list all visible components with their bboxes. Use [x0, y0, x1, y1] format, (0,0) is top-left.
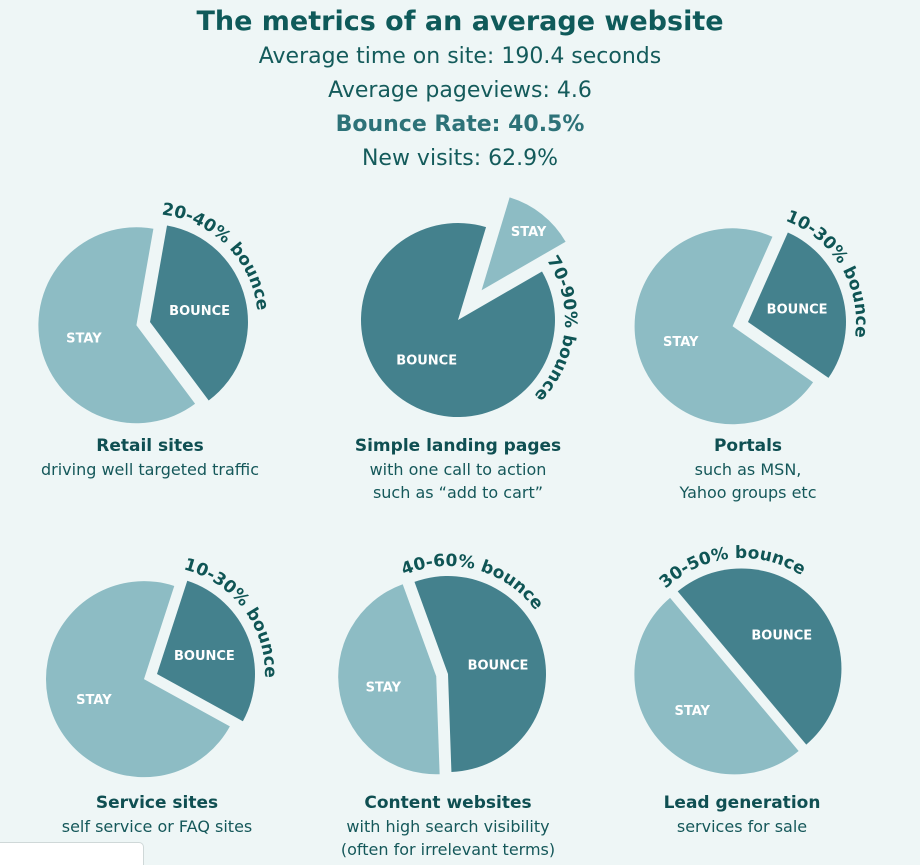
- pie-slice-bounce: [150, 225, 248, 401]
- corner-panel: [0, 842, 144, 865]
- caption-subtitle: driving well targeted traffic: [40, 460, 260, 479]
- slice-label-stay: STAY: [511, 225, 547, 240]
- caption-subtitle: such as “add to cart”: [372, 483, 544, 502]
- caption-subtitle: Yahoo groups etc: [679, 483, 817, 502]
- caption-subtitle: with one call to action: [369, 460, 547, 479]
- caption-subtitle: self service or FAQ sites: [61, 817, 253, 836]
- stat-time-on-site: Average time on site: 190.4 seconds: [258, 44, 662, 69]
- pie-slice-stay: [45, 581, 230, 778]
- slice-label-stay: STAY: [76, 693, 112, 708]
- slice-label-bounce: BOUNCE: [751, 629, 812, 644]
- pie-slice-bounce: [414, 575, 546, 772]
- stat-pageviews: Average pageviews: 4.6: [328, 78, 592, 103]
- slice-label-bounce: BOUNCE: [169, 304, 230, 319]
- caption-title: Retail sites: [96, 436, 204, 456]
- caption-title: Lead generation: [663, 793, 821, 813]
- caption-title: Simple landing pages: [354, 436, 562, 456]
- caption-title: Service sites: [95, 793, 219, 813]
- caption-title: Portals: [713, 436, 783, 456]
- caption-subtitle: services for sale: [676, 817, 808, 836]
- pie-slice-stay: [634, 597, 799, 775]
- slice-label-bounce: BOUNCE: [396, 354, 457, 369]
- slice-label-bounce: BOUNCE: [468, 658, 529, 673]
- chart-caption: Retail sites driving well targeted traffi…: [0, 435, 300, 481]
- slice-label-stay: STAY: [366, 681, 402, 696]
- caption-title: Content websites: [364, 793, 532, 813]
- chart-caption: Service sites self service or FAQ sites: [7, 792, 307, 838]
- caption-subtitle: (often for irrelevant terms): [340, 840, 556, 859]
- page-title: The metrics of an average website: [196, 6, 724, 37]
- pie-slice-bounce: [360, 222, 555, 417]
- chart-caption: Lead generation services for sale: [592, 792, 892, 838]
- pie-slice-stay: [338, 584, 440, 775]
- chart-caption: Content websites with high search visibil…: [298, 792, 598, 861]
- pie-slice-stay: [481, 197, 566, 291]
- slice-label-stay: STAY: [663, 335, 699, 350]
- slice-label-stay: STAY: [674, 704, 710, 719]
- stat-bounce-rate: Bounce Rate: 40.5%: [335, 112, 585, 137]
- slice-label-bounce: BOUNCE: [174, 649, 235, 664]
- caption-subtitle: such as MSN,: [694, 460, 802, 479]
- pie-slice-bounce: [157, 580, 255, 722]
- slice-label-stay: STAY: [66, 332, 102, 347]
- chart-caption: Simple landing pages with one call to act…: [308, 435, 608, 504]
- pie-slice-stay: [38, 227, 196, 424]
- pie-slice-bounce: [748, 232, 846, 378]
- pie-slice-stay: [634, 228, 814, 425]
- caption-subtitle: with high search visibility: [346, 817, 550, 836]
- stat-new-visits: New visits: 62.9%: [361, 146, 559, 171]
- slice-label-bounce: BOUNCE: [767, 302, 828, 317]
- chart-caption: Portals such as MSN, Yahoo groups etc: [598, 435, 898, 504]
- pie-slice-bounce: [677, 568, 842, 745]
